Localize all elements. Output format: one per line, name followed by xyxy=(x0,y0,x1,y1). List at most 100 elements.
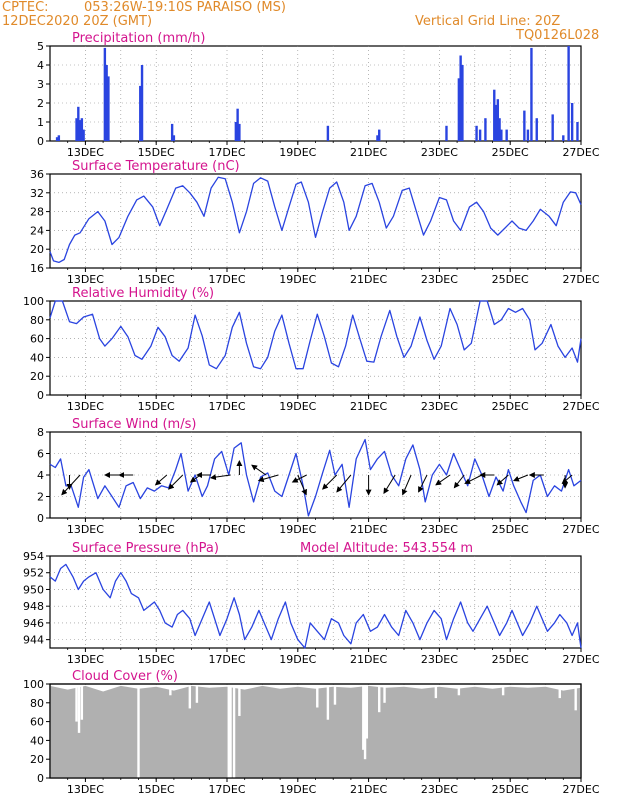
x-tick-label: 13DEC xyxy=(67,653,104,666)
precip-bar xyxy=(378,129,381,141)
x-tick-label: 25DEC xyxy=(492,783,529,796)
precip-bar xyxy=(457,78,461,141)
precip-bar xyxy=(57,135,61,141)
precip-bar xyxy=(570,103,574,141)
panel-annotation: Model Altitude: 543.554 m xyxy=(300,541,473,556)
cloud-gap xyxy=(501,686,505,696)
x-tick-label: 25DEC xyxy=(492,523,529,536)
x-tick-label: 13DEC xyxy=(67,273,104,286)
panel-2: 16 20 24 28 32 36 13DEC 15DEC 17DEC 19DEC 21DEC 23D… xyxy=(30,159,600,286)
precip-bar xyxy=(478,129,482,141)
x-tick-label: 19DEC xyxy=(279,523,316,536)
grid-note-label: Vertical Grid Line: 20Z xyxy=(415,14,561,29)
cloud-gap xyxy=(169,686,172,696)
wind-vector xyxy=(435,474,451,486)
wind-vector xyxy=(496,474,509,486)
y-tick-label: 944 xyxy=(23,634,44,647)
y-tick-label: 8 xyxy=(37,426,44,439)
precip-bar xyxy=(551,114,554,141)
x-tick-label: 19DEC xyxy=(279,273,316,286)
x-tick-label: 25DEC xyxy=(492,273,529,286)
precip-bar xyxy=(445,125,448,141)
y-tick-label: 20 xyxy=(30,753,44,766)
x-tick-label: 23DEC xyxy=(421,783,458,796)
panel-frame-overlay xyxy=(49,683,582,779)
x-tick-label: 25DEC xyxy=(492,146,529,159)
precip-bar xyxy=(498,118,501,141)
y-tick-label: 28 xyxy=(30,206,44,219)
precip-bar xyxy=(105,65,108,141)
x-tick-label: 23DEC xyxy=(421,146,458,159)
panel-3: 0 20 40 60 80 100 13DEC 15DEC 17DEC 19DEC 21DEC 23D… xyxy=(23,286,600,413)
precip-bar xyxy=(494,104,498,141)
precip-bar xyxy=(172,135,176,141)
precip-bar xyxy=(82,129,85,141)
precip-bar xyxy=(576,122,579,141)
cloud-gap xyxy=(77,686,81,733)
x-tick-label: 15DEC xyxy=(138,653,175,666)
datetime-label: 12DEC2020 20Z (GMT) xyxy=(2,14,153,29)
x-tick-label: 21DEC xyxy=(350,273,387,286)
y-tick-label: 60 xyxy=(30,716,44,729)
precip-bar xyxy=(530,47,533,141)
precip-bar xyxy=(493,89,496,141)
y-tick-label: 80 xyxy=(30,697,44,710)
cloud-gap xyxy=(316,686,319,708)
x-tick-label: 17DEC xyxy=(208,653,245,666)
chart-header: CPTEC: 053:26W-19:10S PARAISO (MS) 12DEC… xyxy=(0,0,618,46)
wind-vector xyxy=(209,474,231,481)
wind-vector xyxy=(251,464,267,476)
precip-bar xyxy=(526,129,530,141)
x-tick-label: 19DEC xyxy=(279,400,316,413)
wind-vector xyxy=(322,474,338,490)
precip-bar xyxy=(55,137,59,141)
y-tick-label: 950 xyxy=(23,583,44,596)
precip-bar xyxy=(139,85,142,141)
panel-title: Surface Temperature (nC) xyxy=(72,159,240,174)
panel-frame xyxy=(49,173,582,269)
y-tick-label: 5 xyxy=(37,40,44,53)
cloud-gap xyxy=(574,686,577,711)
precip-bar xyxy=(234,122,238,141)
y-tick-label: 3 xyxy=(37,78,44,91)
x-tick-label: 19DEC xyxy=(279,783,316,796)
series-line xyxy=(49,563,582,649)
precip-bar xyxy=(326,125,330,141)
cloud-gap xyxy=(333,686,337,705)
y-tick-label: 2 xyxy=(37,97,44,110)
wind-vector xyxy=(61,474,81,496)
y-tick-label: 60 xyxy=(30,333,44,346)
x-tick-label: 17DEC xyxy=(208,783,245,796)
x-tick-label: 21DEC xyxy=(350,653,387,666)
precip-bar xyxy=(461,65,464,141)
cloud-gap xyxy=(75,686,78,722)
cloud-gap xyxy=(363,686,367,760)
x-tick-label: 13DEC xyxy=(67,146,104,159)
x-tick-label: 27DEC xyxy=(562,273,599,286)
wind-vector xyxy=(401,474,412,496)
x-tick-label: 21DEC xyxy=(350,523,387,536)
panel-title: Surface Wind (m/s) xyxy=(72,417,196,432)
panel-title: Cloud Cover (%) xyxy=(72,669,178,684)
panel-6: 0 20 40 60 80 100 13DEC 15DEC 17DEC 19DEC 21DEC 23D… xyxy=(23,669,600,796)
precip-bar xyxy=(562,135,565,141)
cloud-gap xyxy=(227,686,230,778)
wind-vector xyxy=(453,474,465,489)
cloud-gap xyxy=(229,686,232,778)
cloud-gap xyxy=(326,686,330,720)
x-tick-label: 19DEC xyxy=(279,653,316,666)
x-tick-label: 13DEC xyxy=(67,400,104,413)
cloud-area xyxy=(50,685,581,778)
x-tick-label: 23DEC xyxy=(421,653,458,666)
x-tick-label: 17DEC xyxy=(208,273,245,286)
cloud-gap xyxy=(365,686,369,739)
panel-1: 0 1 2 3 4 5 13DEC 15DEC 17DEC 19DEC 21DEC 23DEC 25DE… xyxy=(37,31,600,159)
precip-bar xyxy=(505,129,508,141)
wind-vector xyxy=(257,474,279,483)
cloud-gap xyxy=(195,686,199,703)
y-tick-label: 16 xyxy=(30,262,44,275)
precip-bar xyxy=(523,110,526,141)
wind-vector xyxy=(418,474,428,493)
wind-vector xyxy=(464,474,483,484)
y-tick-label: 0 xyxy=(37,389,44,402)
